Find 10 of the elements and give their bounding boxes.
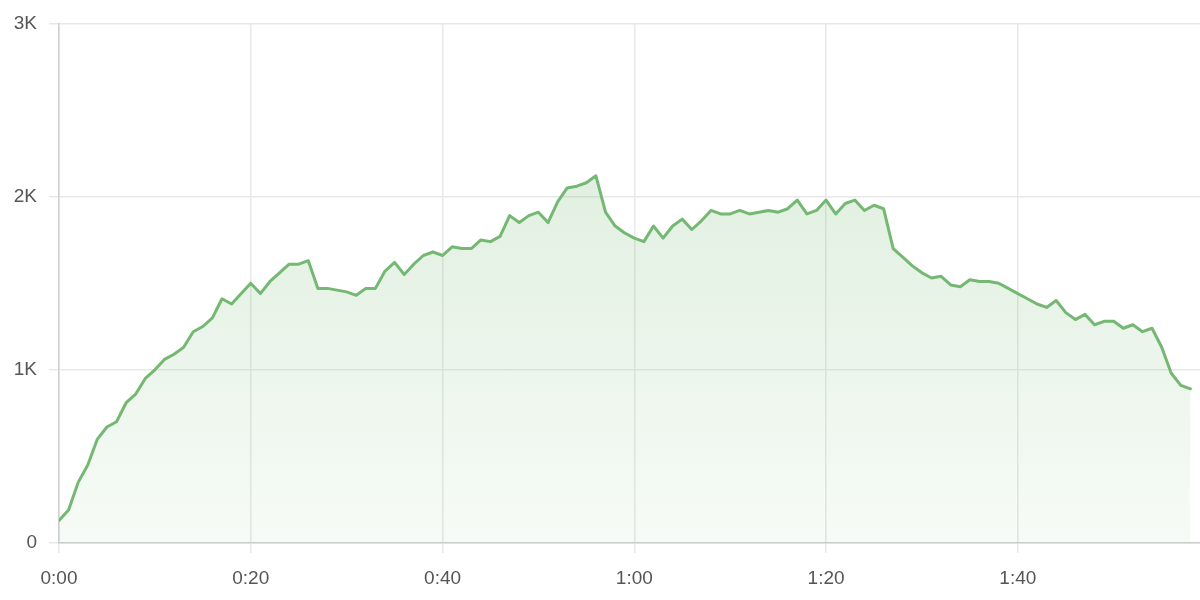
x-tick-label: 0:00 bbox=[40, 566, 78, 588]
y-tick-label: 0 bbox=[26, 531, 37, 553]
y-tick-label: 1K bbox=[13, 358, 38, 380]
y-tick-label: 3K bbox=[13, 11, 38, 33]
x-tick-label: 1:00 bbox=[615, 566, 653, 588]
y-tick-label: 2K bbox=[13, 184, 38, 206]
x-tick-label: 0:20 bbox=[232, 566, 270, 588]
x-tick-label: 0:40 bbox=[424, 566, 462, 588]
x-tick-label: 1:20 bbox=[807, 566, 845, 588]
x-tick-label: 1:40 bbox=[999, 566, 1037, 588]
